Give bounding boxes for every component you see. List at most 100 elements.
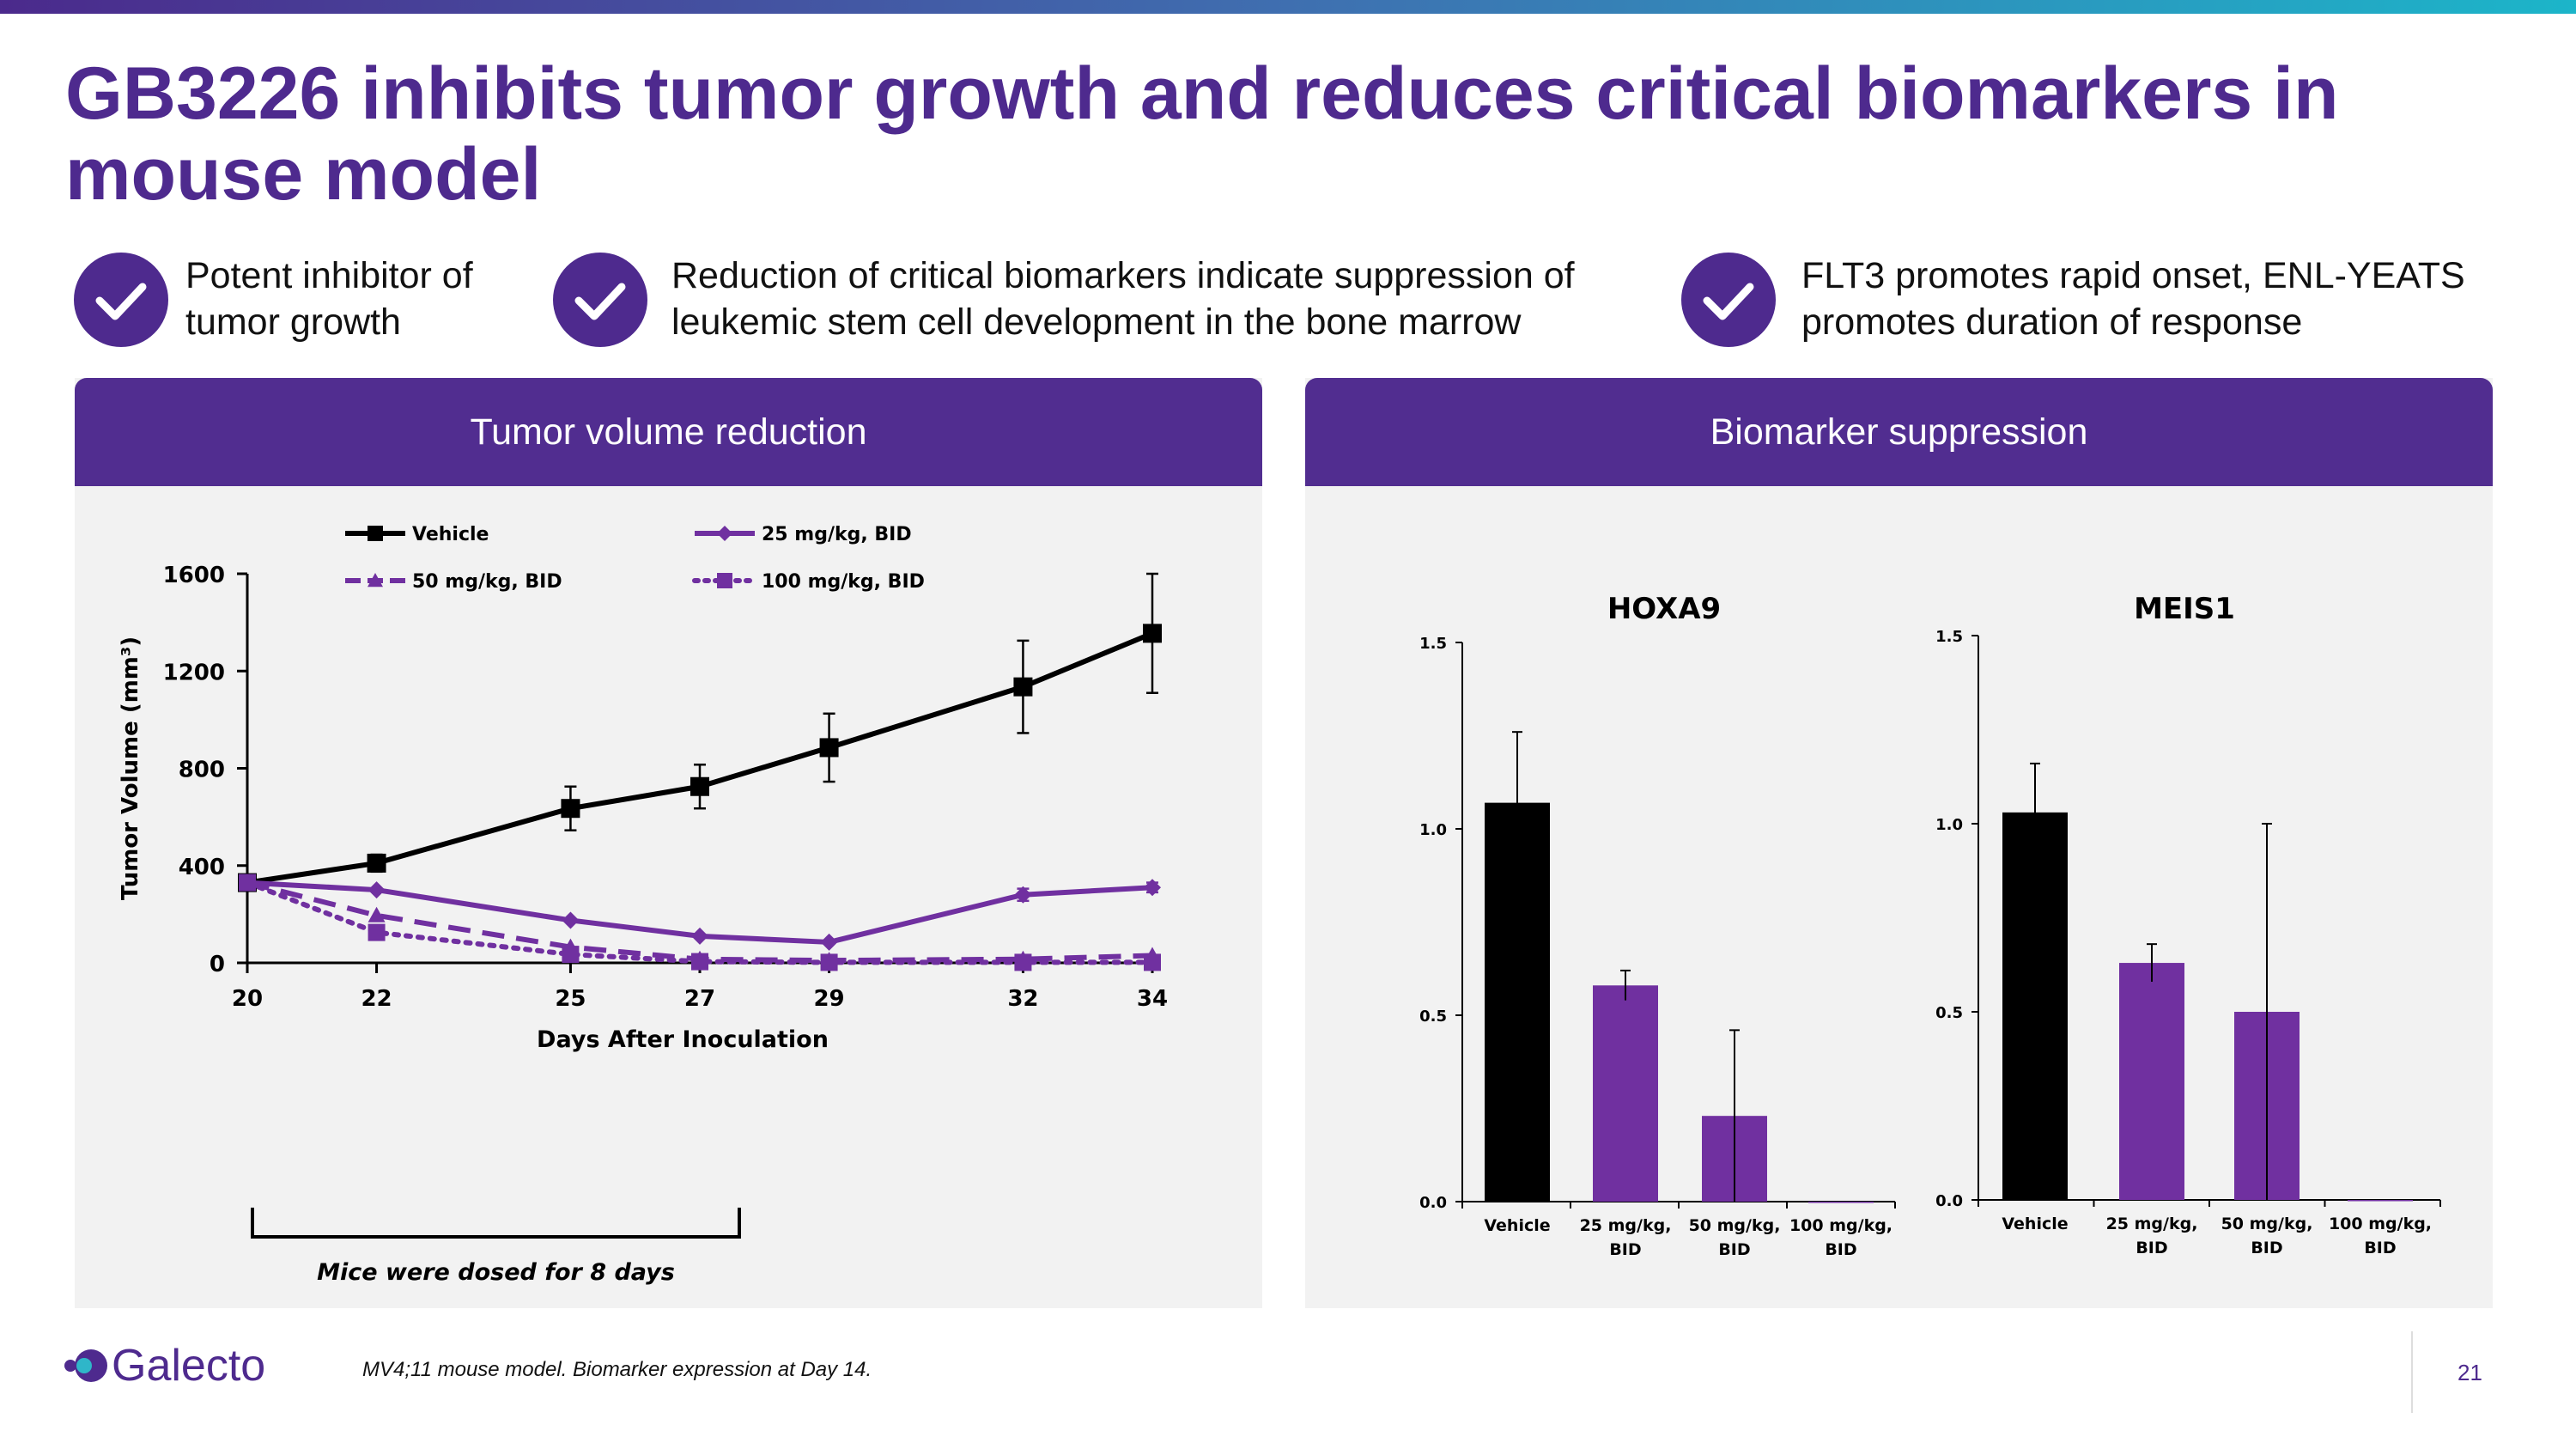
- y-tick-label: 0.5: [1935, 1004, 1963, 1022]
- y-tick-label: 1.5: [1935, 628, 1963, 646]
- y-tick-label: 0.0: [1419, 1194, 1447, 1212]
- x-tick-label: Vehicle: [1484, 1216, 1550, 1235]
- data-point: [368, 906, 386, 922]
- data-point: [691, 927, 708, 945]
- data-point: [561, 799, 580, 819]
- data-point: [367, 853, 386, 873]
- x-tick-label: 100 mg/kg, BID: [1789, 1216, 1893, 1259]
- x-axis-label: Days After Inoculation: [537, 1026, 829, 1053]
- y-tick-label: 1.0: [1419, 821, 1447, 839]
- y-tick-label: 0: [210, 952, 225, 977]
- checkmark-icon: [74, 253, 168, 347]
- data-point: [819, 738, 839, 758]
- legend-label: 25 mg/kg, BID: [762, 524, 912, 545]
- legend-entry: 100 mg/kg, BID: [692, 571, 925, 593]
- bullet-text-3: FLT3 promotes rapid onset, ENL-YEATS pro…: [1801, 255, 2465, 343]
- top-gradient-bar: [0, 0, 2576, 14]
- checkmark-icon: [553, 253, 647, 347]
- x-tick-label-line: Vehicle: [2002, 1215, 2068, 1233]
- x-tick-label: 100 mg/kg, BID: [2329, 1215, 2432, 1257]
- legend-marker: [717, 526, 732, 541]
- footer-divider: [2411, 1331, 2413, 1413]
- x-tick-label-line: 50 mg/kg,: [2221, 1215, 2313, 1233]
- y-tick-label: 1.5: [1419, 635, 1447, 653]
- legend-entry: 50 mg/kg, BID: [345, 571, 562, 593]
- legend-marker: [717, 573, 732, 588]
- legend-marker: [368, 573, 383, 588]
- x-tick-label: 22: [361, 986, 392, 1012]
- x-tick-label-line: BID: [1825, 1240, 1856, 1259]
- data-point: [368, 923, 386, 941]
- tumor-volume-panel-title: Tumor volume reduction: [75, 378, 1262, 486]
- data-point: [691, 953, 708, 971]
- x-tick-label-line: 50 mg/kg,: [1689, 1216, 1781, 1235]
- biomarker-panel: Biomarker suppression HOXA9 0.0 0.5 1.0 1.5 V…: [1305, 378, 2493, 1308]
- bar-25-mg-kg-bid: [2119, 963, 2184, 1200]
- y-axis-label: Tumor Volume (mm³): [118, 636, 143, 900]
- bar-25-mg-kg-bid: [1593, 985, 1658, 1202]
- y-tick-label: 1600: [163, 563, 225, 588]
- data-point: [820, 953, 838, 971]
- y-tick-label: 800: [179, 758, 225, 783]
- legend-entry: Vehicle: [345, 524, 489, 545]
- y-tick-label: 0.0: [1935, 1192, 1963, 1210]
- bullet-text-1: Potent inhibitor of tumor growth: [185, 255, 473, 343]
- tumor-volume-panel: Tumor volume reduction 0 400 800 1200 1600 20…: [75, 378, 1262, 1308]
- series-vehicle: [238, 572, 1162, 892]
- data-point: [690, 776, 709, 796]
- x-tick-label-line: BID: [2136, 1239, 2167, 1257]
- checkmark-icon: [1681, 253, 1776, 347]
- data-point: [239, 874, 256, 892]
- x-tick-label-line: BID: [2364, 1239, 2396, 1257]
- data-point: [562, 911, 580, 929]
- chart-title: HOXA9: [1607, 592, 1721, 626]
- dosing-bracket: [251, 1208, 741, 1239]
- x-tick-label-line: 100 mg/kg,: [1789, 1216, 1893, 1235]
- x-tick-label-line: Vehicle: [1484, 1216, 1550, 1235]
- page-number: 21: [2458, 1360, 2482, 1385]
- bullet-text-2: Reduction of critical biomarkers indicat…: [671, 255, 1575, 343]
- x-tick-label: 25 mg/kg, BID: [2106, 1215, 2198, 1257]
- bar-vehicle: [2002, 812, 2068, 1200]
- x-tick-label: 20: [232, 986, 263, 1012]
- chart-title: MEIS1: [2134, 592, 2235, 626]
- galecto-logo: Galecto: [62, 1340, 311, 1391]
- biomarker-panel-title: Biomarker suppression: [1305, 378, 2493, 486]
- x-tick-label-line: BID: [1609, 1240, 1641, 1259]
- x-tick-label: 50 mg/kg, BID: [1689, 1216, 1781, 1259]
- x-tick-label: Vehicle: [2002, 1215, 2068, 1233]
- data-point: [1143, 624, 1162, 643]
- data-point: [1144, 879, 1161, 897]
- x-tick-label-line: BID: [2251, 1239, 2282, 1257]
- data-point: [1144, 953, 1161, 971]
- x-tick-label: 25 mg/kg, BID: [1580, 1216, 1672, 1259]
- logo-wordmark: Galecto: [112, 1341, 266, 1391]
- legend-label: 100 mg/kg, BID: [762, 571, 925, 593]
- slide-title: GB3226 inhibits tumor growth and reduces…: [65, 52, 2339, 216]
- y-tick-label: 400: [179, 855, 225, 880]
- legend-label: 50 mg/kg, BID: [412, 571, 562, 593]
- series-line: [246, 630, 1154, 886]
- x-tick-label-line: 100 mg/kg,: [2329, 1215, 2432, 1233]
- x-tick-label-line: 25 mg/kg,: [2106, 1215, 2198, 1233]
- series-100-mg-kg-bid: [239, 874, 1161, 971]
- galecto-logo-icon: [64, 1349, 107, 1382]
- x-tick-label: 32: [1007, 986, 1038, 1012]
- footnote: MV4;11 mouse model. Biomarker expression…: [362, 1358, 872, 1381]
- legend-label: Vehicle: [412, 524, 489, 545]
- data-point: [1014, 953, 1032, 971]
- legend-marker: [368, 526, 383, 541]
- y-tick-label: 1.0: [1935, 816, 1963, 834]
- x-tick-label-line: 25 mg/kg,: [1580, 1216, 1672, 1235]
- data-point: [1013, 677, 1033, 697]
- y-tick-label: 1200: [163, 660, 225, 685]
- data-point: [562, 946, 580, 964]
- dosing-annotation: Mice were dosed for 8 days: [317, 1259, 675, 1286]
- x-tick-label: 50 mg/kg, BID: [2221, 1215, 2313, 1257]
- x-tick-label: 29: [813, 986, 844, 1012]
- x-tick-label-line: BID: [1718, 1240, 1750, 1259]
- tumor-volume-line-chart: 0 400 800 1200 1600 20 22 25 27 29 32 34 Days After …: [118, 524, 1168, 1286]
